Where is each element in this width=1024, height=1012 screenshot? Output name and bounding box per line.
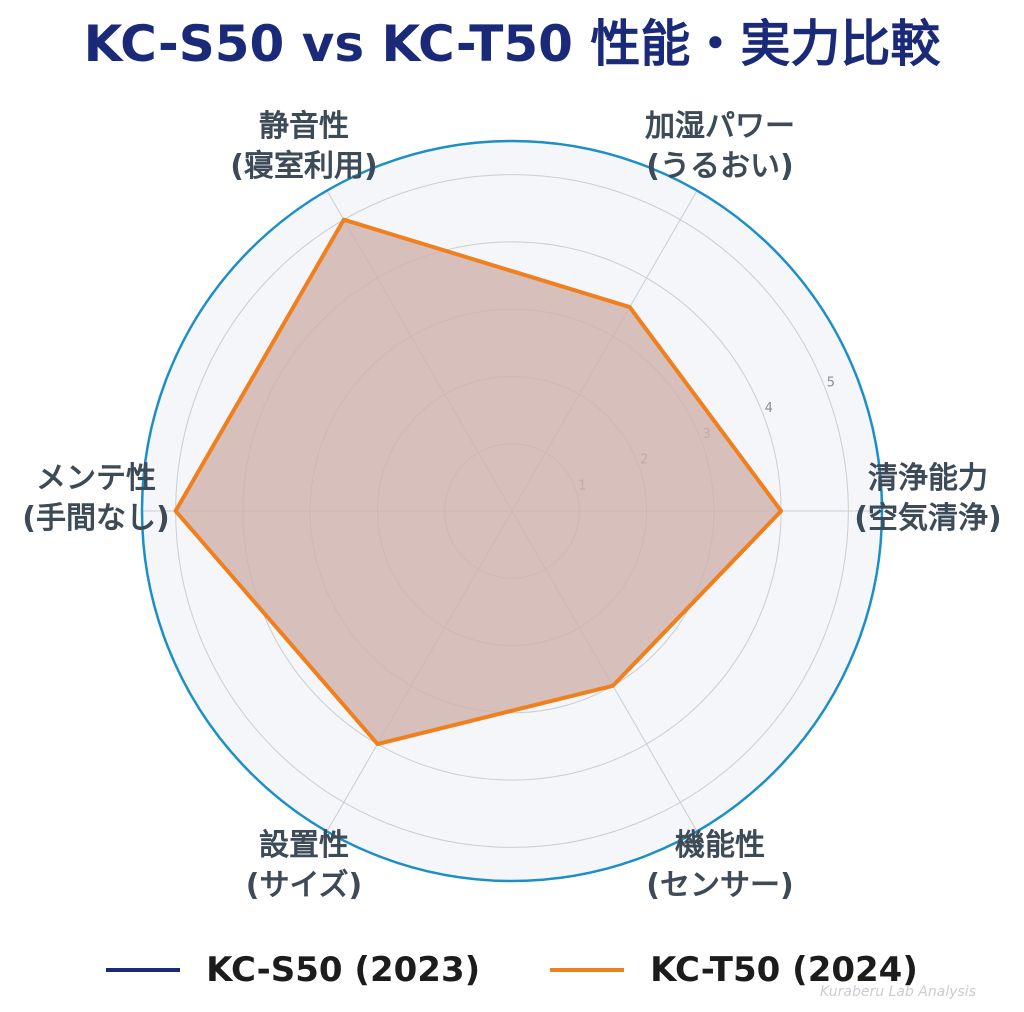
axis-label-6: 機能性 (センサー): [646, 828, 793, 903]
legend-item-2: KC-T50 (2024): [550, 950, 918, 990]
legend-item-1: KC-S50 (2023): [106, 950, 480, 990]
axis-label-line1: 機能性: [675, 828, 765, 863]
axis-label-line1: 加湿パワー: [645, 109, 795, 144]
tick-label-5: 5: [827, 375, 835, 390]
axis-label-line1: 清浄能力: [868, 461, 988, 496]
axis-label-line2: (センサー): [646, 868, 793, 903]
axis-label-1: 清浄能力 (空気清浄): [854, 461, 1001, 536]
series-line-2: [173, 217, 784, 746]
axis-label-4: メンテ性 (手間なし): [22, 461, 169, 536]
chart-title: KC-S50 vs KC-T50 性能・実力比較: [83, 15, 941, 73]
legend-label: KC-T50 (2024): [650, 950, 918, 990]
axis-label-line1: 設置性: [259, 828, 349, 863]
axis-label-2: 加湿パワー (うるおい): [645, 109, 795, 184]
legend-swatch: [550, 968, 625, 972]
axis-label-line2: (手間なし): [22, 501, 169, 536]
axis-label-5: 設置性 (サイズ): [246, 828, 363, 903]
legend: KC-S50 (2023) KC-T50 (2024): [0, 940, 1024, 1000]
axis-label-line1: メンテ性: [36, 461, 156, 496]
axis-label-line2: (空気清浄): [854, 501, 1001, 536]
axis-label-line1: 静音性: [259, 109, 349, 144]
axis-label-line2: (うるおい): [646, 149, 793, 184]
axis-label-3: 静音性 (寝室利用): [230, 109, 377, 184]
tick-label-4: 4: [765, 401, 773, 416]
legend-label: KC-S50 (2023): [206, 950, 481, 990]
legend-swatch: [106, 968, 181, 972]
outer-ring: [140, 139, 884, 883]
axis-label-line2: (サイズ): [246, 868, 363, 903]
axis-label-line2: (寝室利用): [230, 149, 377, 184]
credit-text: Kuraberu Lab Analysis: [820, 984, 976, 1000]
